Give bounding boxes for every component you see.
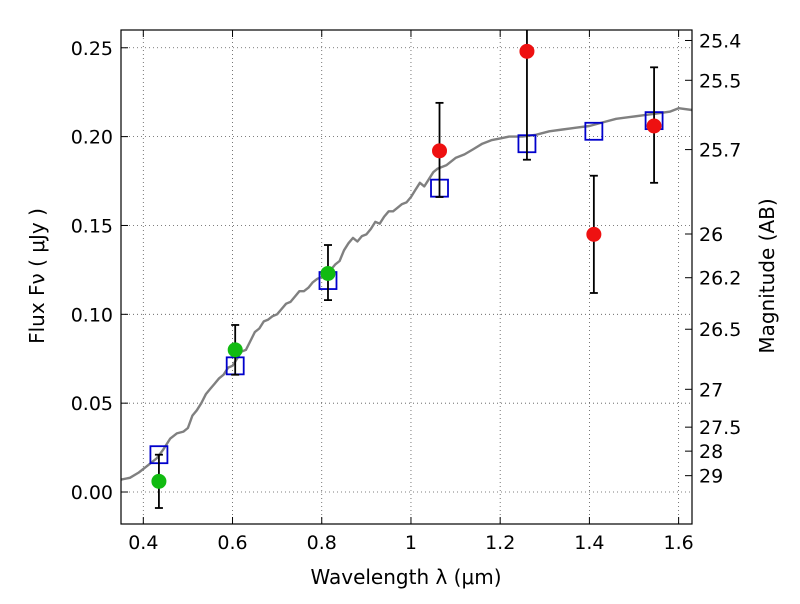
y-tick-label: 0.00 [71, 482, 113, 504]
x-tick-label: 0.6 [217, 532, 247, 554]
y2-tick-label: 26.5 [699, 319, 741, 341]
plot-area [121, 30, 692, 509]
observed-flux-point [227, 342, 243, 358]
model-photometry-square [584, 121, 604, 141]
y2-tick-label: 28 [699, 441, 723, 463]
x-tick-label: 1.6 [664, 532, 694, 554]
y-tick-label: 0.25 [71, 38, 113, 60]
observed-flux-point [519, 43, 535, 59]
observed-flux-point [320, 265, 336, 281]
x-tick-label: 1.4 [574, 532, 604, 554]
y-tick-label: 0.15 [71, 215, 113, 237]
x-tick-label: 0.8 [307, 532, 337, 554]
y-axis-title: Flux Fν ( μJy ) [25, 208, 49, 344]
y-tick-label: 0.05 [71, 393, 113, 415]
observed-flux-point [151, 473, 167, 489]
y2-axis-title: Magnitude (AB) [755, 198, 779, 353]
y2-tick-label: 25.7 [699, 140, 741, 162]
model-sed-line [121, 107, 692, 481]
plot-frame [120, 29, 693, 525]
y2-tick-label: 26.2 [699, 268, 741, 290]
y2-tick-label: 29 [699, 466, 723, 488]
observed-flux-point [646, 118, 662, 134]
x-tick-label: 1.2 [485, 532, 515, 554]
y2-tick-label: 26 [699, 224, 723, 246]
x-axis-title: Wavelength λ (μm) [310, 565, 501, 589]
y2-tick-label: 27.5 [699, 417, 741, 439]
axes: 0.4 0.6 0.8 1 1.2 1.4 1.6 0.00 0.05 0.10 0.15 0.20 0… [71, 30, 741, 554]
y-tick-label: 0.10 [71, 304, 113, 326]
y2-tick-label: 25.4 [699, 30, 741, 52]
y-tick-label: 0.20 [71, 127, 113, 149]
x-tick-label: 0.4 [128, 532, 158, 554]
observed-flux-point [586, 226, 602, 242]
x-tick-label: 1 [405, 532, 417, 554]
y2-tick-label: 27 [699, 379, 723, 401]
y2-tick-label: 25.5 [699, 70, 741, 92]
observed-flux-point [432, 143, 448, 159]
